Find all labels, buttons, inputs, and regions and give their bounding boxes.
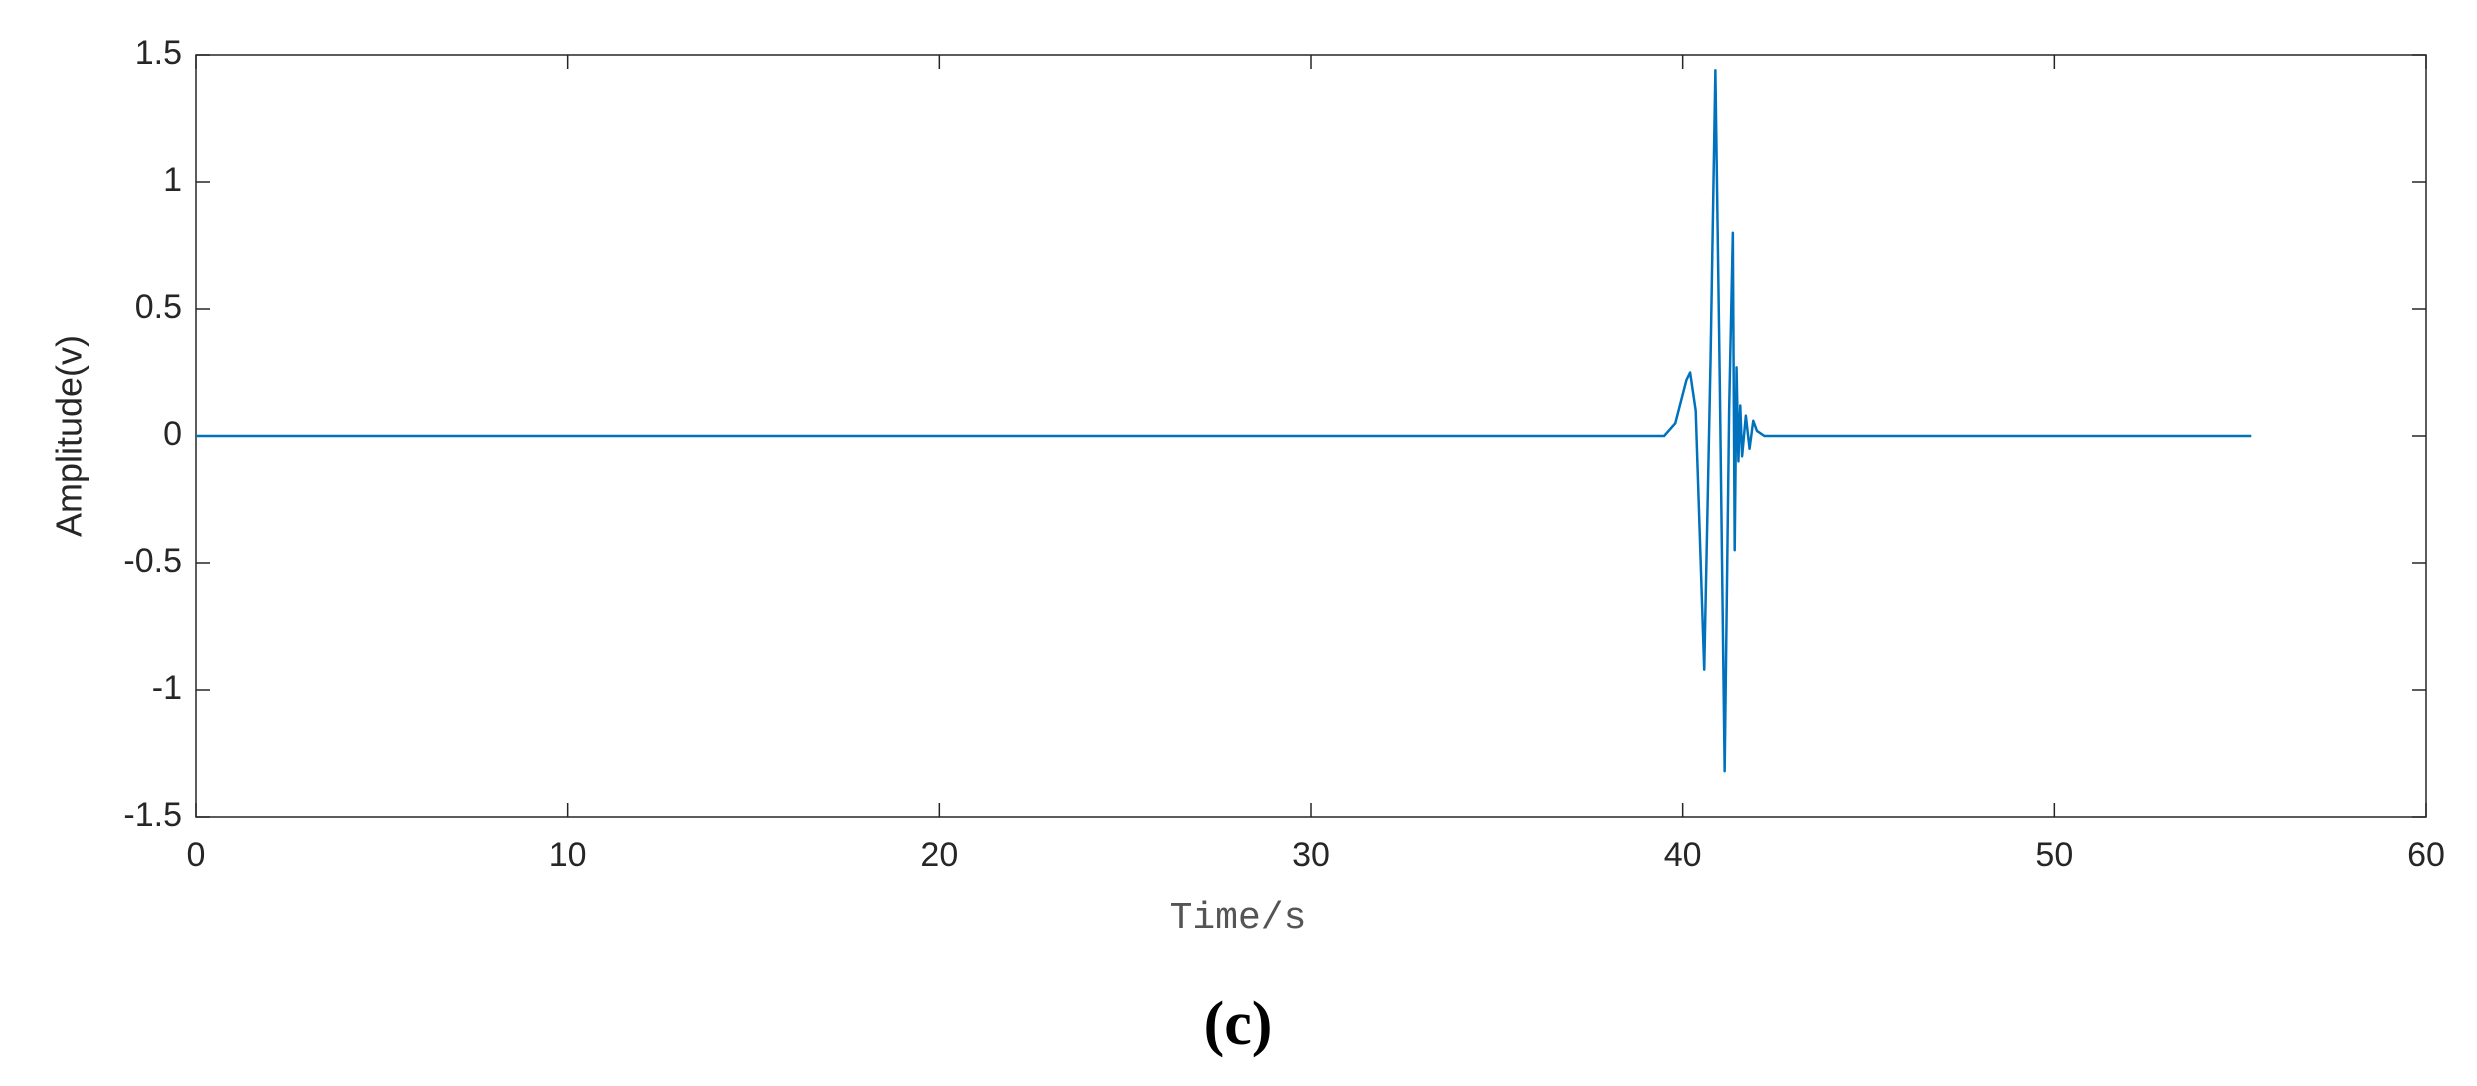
y-tick-label: 1 xyxy=(163,161,182,199)
y-tick-label: -1.5 xyxy=(123,796,182,834)
y-tick-label: 0 xyxy=(163,415,182,453)
x-axis-label: Time/s xyxy=(1170,897,1307,940)
x-tick-label: 30 xyxy=(1292,836,1330,874)
x-tick-label: 50 xyxy=(2035,836,2073,874)
x-tick-label: 10 xyxy=(549,836,587,874)
x-tick-label: 40 xyxy=(1664,836,1702,874)
y-tick-label: 1.5 xyxy=(135,34,182,72)
x-tick-label: 20 xyxy=(920,836,958,874)
y-axis-label: Amplitude(v) xyxy=(49,335,90,537)
y-tick-label: -0.5 xyxy=(123,542,182,580)
y-tick-label: -1 xyxy=(152,669,182,707)
caption: (c) xyxy=(1204,990,1273,1058)
data-line xyxy=(196,68,2252,773)
x-tick-label: 60 xyxy=(2407,836,2445,874)
x-tick-label: 0 xyxy=(187,836,206,874)
y-tick-label: 0.5 xyxy=(135,288,182,326)
